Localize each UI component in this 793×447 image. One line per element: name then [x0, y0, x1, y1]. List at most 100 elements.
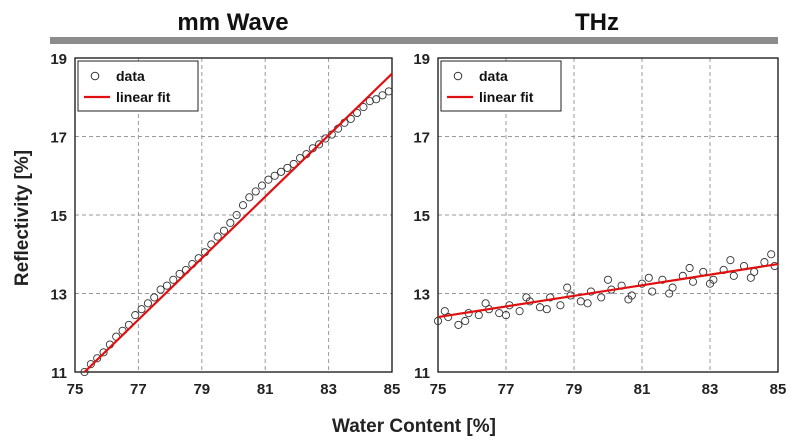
y-tick-label-mmwave-2: 15	[50, 208, 67, 225]
data-point-mmwave-22	[219, 226, 229, 235]
data-point-mmwave-26	[245, 193, 254, 202]
legend-label-data-mmwave: data	[116, 68, 145, 84]
data-point-mmwave-44	[359, 103, 368, 112]
data-point-thz-22	[658, 275, 667, 284]
data-point-thz-4	[474, 311, 483, 320]
data-point-thz-14	[576, 297, 585, 306]
data-point-thz-40	[563, 283, 572, 292]
x-axis-label: Water Content [%]	[332, 416, 496, 437]
data-point-mmwave-30	[270, 171, 279, 180]
data-point-mmwave-0	[80, 367, 89, 377]
data-point-thz-43	[624, 295, 633, 304]
data-point-thz-46	[685, 263, 694, 273]
legend-label-fit-thz: linear fit	[479, 89, 534, 105]
y-axis-label: Reflectivity [%]	[12, 150, 33, 286]
data-point-thz-2	[454, 320, 463, 329]
panel-title-thz: THz	[575, 9, 619, 36]
y-tick-label-mmwave-0: 11	[51, 365, 67, 382]
data-point-thz-34	[440, 307, 449, 316]
x-tick-label-mmwave-1: 77	[130, 381, 147, 398]
data-point-thz-47	[705, 279, 715, 288]
data-point-mmwave-25	[238, 201, 248, 210]
data-point-thz-48	[726, 256, 735, 265]
data-point-thz-39	[542, 305, 551, 314]
legend-label-data-thz: data	[479, 68, 508, 84]
y-tick-label-thz-4: 19	[413, 51, 430, 68]
data-point-thz-36	[481, 299, 490, 308]
data-point-mmwave-3	[99, 348, 108, 357]
y-tick-label-thz-2: 15	[413, 208, 430, 225]
data-point-mmwave-2	[93, 354, 102, 363]
data-point-thz-50	[767, 250, 776, 259]
legend-marker-thz	[453, 71, 463, 81]
y-tick-label-mmwave-1: 13	[50, 287, 67, 304]
data-point-mmwave-23	[226, 218, 235, 227]
data-point-thz-23	[668, 283, 677, 292]
data-point-mmwave-29	[264, 175, 273, 184]
data-point-mmwave-27	[251, 187, 260, 196]
legend-label-fit-mmwave: linear fit	[116, 89, 171, 105]
x-tick-label-thz-1: 77	[498, 381, 515, 398]
data-point-thz-45	[665, 289, 674, 298]
y-tick-label-mmwave-4: 19	[50, 51, 67, 68]
data-point-thz-32	[760, 258, 769, 267]
plot-frame-mmwave	[74, 57, 393, 373]
data-point-mmwave-47	[378, 91, 387, 100]
data-point-mmwave-14	[169, 275, 178, 284]
data-point-thz-0	[433, 316, 443, 326]
data-point-thz-44	[644, 273, 653, 282]
data-point-mmwave-1	[86, 360, 95, 369]
legend-marker-mmwave	[90, 71, 100, 81]
data-point-thz-29	[729, 271, 738, 280]
data-point-mmwave-10	[143, 299, 152, 308]
separator-bar	[50, 37, 778, 44]
x-tick-label-mmwave-5: 85	[384, 381, 401, 398]
data-point-mmwave-32	[283, 163, 292, 172]
panel-title-mmwave: mm Wave	[177, 9, 288, 36]
x-tick-label-thz-5: 85	[770, 381, 787, 398]
x-tick-label-mmwave-4: 83	[320, 381, 337, 398]
panel-thz: 75 77 79 81 83 85 11 13 15 17 19 data linear fit	[413, 51, 786, 398]
data-point-thz-10	[535, 303, 545, 312]
data-point-thz-25	[688, 277, 698, 286]
x-tick-label-mmwave-2: 79	[193, 381, 210, 398]
legend-box-mmwave	[77, 60, 199, 112]
y-tick-label-thz-0: 11	[414, 365, 430, 382]
data-point-thz-37	[501, 311, 511, 320]
data-point-mmwave-31	[276, 167, 286, 176]
panel-mmwave: 75 77 79 81 83 85 11 13 15 17 19 data linear fit	[50, 51, 400, 398]
data-point-thz-35	[461, 316, 470, 326]
data-point-thz-8	[515, 307, 524, 316]
data-point-mmwave-42	[346, 114, 355, 123]
x-tick-label-thz-4: 83	[702, 381, 719, 398]
data-point-mmwave-28	[257, 181, 267, 190]
x-tick-label-thz-2: 79	[566, 381, 583, 398]
x-tick-label-thz-3: 81	[634, 381, 651, 398]
x-tick-label-thz-0: 75	[430, 381, 447, 398]
legend-box-thz	[440, 60, 562, 112]
y-tick-label-thz-1: 13	[413, 287, 430, 304]
data-point-thz-42	[603, 275, 613, 284]
data-point-thz-11	[546, 293, 555, 302]
data-point-mmwave-48	[384, 87, 393, 96]
data-point-thz-12	[556, 301, 565, 310]
data-point-mmwave-8	[131, 311, 140, 320]
data-point-mmwave-15	[175, 269, 184, 278]
fit-line-mmwave	[83, 72, 393, 373]
data-point-thz-49	[746, 273, 755, 282]
fit-line-thz	[437, 262, 779, 319]
data-point-mmwave-46	[372, 95, 381, 104]
y-tick-label-thz-3: 17	[413, 130, 430, 147]
data-point-thz-16	[597, 293, 606, 302]
data-point-thz-38	[522, 293, 531, 302]
data-point-thz-21	[648, 287, 657, 296]
data-point-thz-41	[583, 299, 592, 308]
data-point-mmwave-37	[315, 140, 324, 149]
x-tick-label-mmwave-3: 81	[257, 381, 274, 398]
data-point-mmwave-13	[162, 281, 171, 290]
data-point-mmwave-21	[213, 232, 222, 241]
plot-frame-thz	[437, 57, 779, 373]
y-tick-label-mmwave-3: 17	[50, 130, 67, 147]
data-point-mmwave-38	[321, 134, 330, 143]
